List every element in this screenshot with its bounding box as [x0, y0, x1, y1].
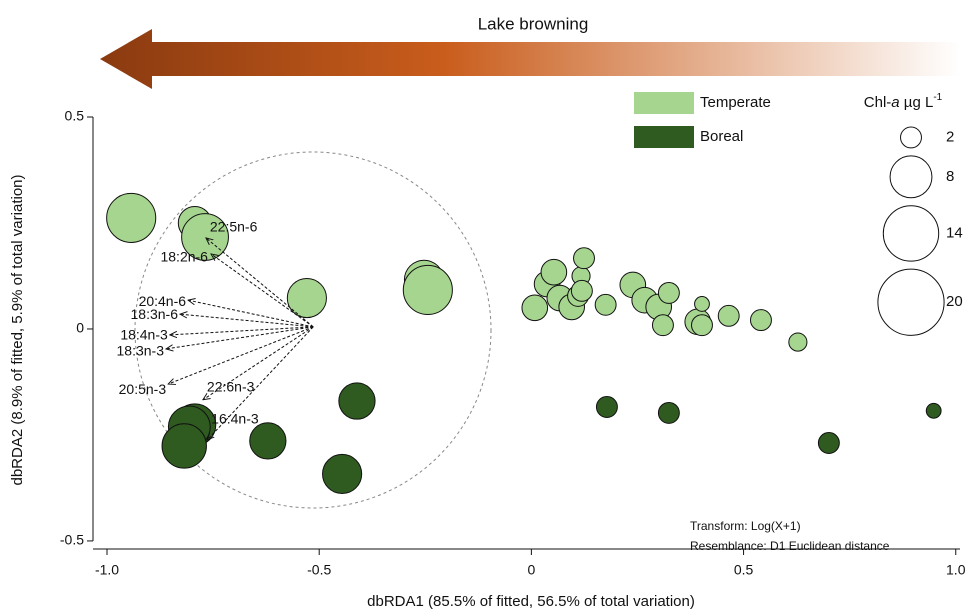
size-legend-circle — [889, 155, 933, 199]
point — [717, 304, 740, 327]
x-tick-label: 0 — [527, 562, 535, 578]
size-legend-label: 2 — [946, 128, 954, 145]
point — [338, 382, 376, 420]
vector-label: 22:5n-6 — [210, 219, 258, 235]
point — [694, 296, 710, 312]
vector — [170, 326, 314, 335]
y-axis-title: dbRDA2 (8.9% of fitted, 5.9% of total va… — [9, 175, 26, 486]
y-tick-label: -0.5 — [60, 532, 84, 548]
point — [788, 332, 808, 352]
vector — [211, 254, 314, 328]
size-legend-circle — [882, 205, 940, 262]
banner: Lake browning — [478, 14, 589, 33]
legend-swatch — [634, 92, 694, 114]
size-legend-label: 8 — [946, 168, 954, 185]
point — [161, 423, 207, 469]
legend-label: Temperate — [700, 94, 771, 111]
vector — [168, 326, 314, 384]
point — [750, 309, 772, 332]
vector — [180, 314, 314, 328]
size-legend-circle — [900, 126, 922, 149]
point — [657, 401, 680, 424]
legend-swatch — [634, 126, 694, 148]
point — [249, 422, 287, 460]
point — [817, 432, 840, 454]
vector — [206, 238, 314, 328]
x-tick-label: -0.5 — [307, 562, 331, 578]
browning-arrow — [100, 29, 960, 89]
point — [286, 277, 327, 319]
correlation-circle — [134, 151, 492, 509]
y-tick-label: 0.5 — [65, 108, 85, 124]
point — [570, 279, 593, 302]
point — [322, 453, 363, 495]
vector-label: 18:4n-3 — [120, 327, 168, 343]
point — [691, 314, 713, 337]
point — [573, 247, 595, 270]
vector-label: 18:3n-6 — [131, 306, 179, 322]
point — [595, 396, 618, 418]
vector-label: 16:4n-3 — [211, 411, 259, 427]
point — [521, 294, 549, 322]
point — [657, 281, 680, 304]
vector-label: 22:6n-3 — [207, 378, 255, 394]
vector-label: 20:5n-3 — [119, 381, 167, 397]
vector — [166, 326, 314, 349]
vector-label: 18:3n-3 — [117, 343, 165, 359]
y-tick-label: 0 — [76, 320, 84, 336]
point — [925, 402, 942, 419]
note: Resemblance: D1 Euclidean distance — [690, 539, 890, 553]
size-legend-label: 20 — [946, 293, 963, 310]
size-legend-label: 14 — [946, 224, 963, 241]
size-legend-circle — [877, 268, 945, 336]
vector — [203, 326, 314, 400]
size-legend-title: Chl-a µg L-1 — [864, 92, 943, 111]
vector-label: 20:4n-6 — [139, 293, 187, 309]
x-axis-title: dbRDA1 (85.5% of fitted, 56.5% of total … — [367, 593, 695, 610]
vector-label: 18:2n-6 — [160, 249, 208, 265]
x-tick-label: 1.0 — [946, 562, 966, 578]
x-tick-label: 0.5 — [734, 562, 754, 578]
legend-label: Boreal — [700, 128, 743, 145]
point — [402, 264, 453, 316]
point — [594, 293, 617, 316]
point — [106, 192, 157, 243]
note: Transform: Log(X+1) — [690, 519, 801, 533]
x-tick-label: -1.0 — [95, 562, 119, 578]
point — [540, 258, 568, 286]
point — [651, 314, 674, 337]
vector — [188, 300, 314, 328]
vector — [207, 326, 314, 440]
point — [181, 213, 229, 261]
